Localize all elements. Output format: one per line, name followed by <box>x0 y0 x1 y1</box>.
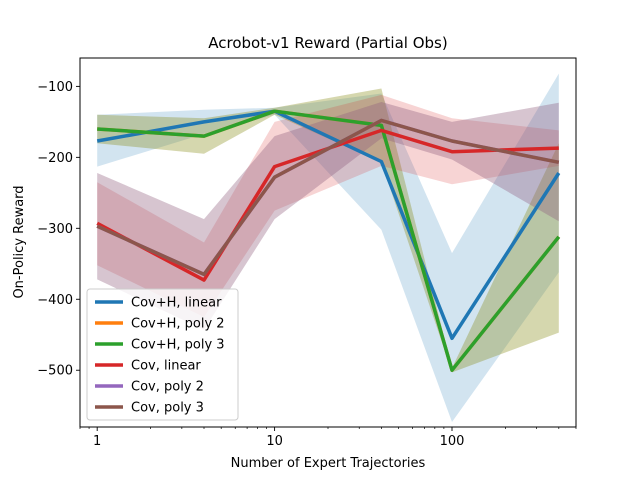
x-tick-label: 10 <box>266 434 283 449</box>
legend-label: Cov, poly 2 <box>131 380 204 395</box>
legend-label: Cov+H, linear <box>131 296 222 311</box>
x-axis-label: Number of Expert Trajectories <box>231 456 426 471</box>
legend-box <box>86 288 239 421</box>
band-cov-poly-3 <box>97 102 559 330</box>
x-tick-label: 100 <box>440 434 465 449</box>
y-axis: −100 −200 −300 −400 −500 <box>37 80 80 379</box>
series-lines <box>96 109 561 372</box>
band-cov-h-poly-2 <box>97 88 559 373</box>
legend: Cov+H, linear Cov+H, poly 2 Cov+H, poly 3 C… <box>86 288 239 421</box>
line-cov-h-poly-3 <box>97 109 561 372</box>
legend-label: Cov+H, poly 2 <box>131 317 225 332</box>
chart-title: Acrobot-v1 Reward (Partial Obs) <box>208 34 447 52</box>
y-axis-label: On-Policy Reward <box>12 185 27 298</box>
legend-label: Cov, linear <box>131 359 201 374</box>
y-tick-label: −400 <box>37 293 73 308</box>
y-tick-label: −300 <box>37 222 73 237</box>
legend-label: Cov+H, poly 3 <box>131 338 225 353</box>
line-cov-poly-3 <box>96 118 560 277</box>
x-tick-label: 1 <box>93 434 101 449</box>
y-tick-label: −200 <box>37 151 73 166</box>
x-axis: 1 10 100 <box>79 427 577 449</box>
band-cov-h-poly-3 <box>97 88 559 373</box>
band-cov-poly-2 <box>97 102 559 330</box>
legend-label: Cov, poly 3 <box>131 401 204 416</box>
y-tick-label: −100 <box>37 80 73 95</box>
y-tick-label: −500 <box>37 364 73 379</box>
line-cov-h-linear <box>96 109 561 341</box>
